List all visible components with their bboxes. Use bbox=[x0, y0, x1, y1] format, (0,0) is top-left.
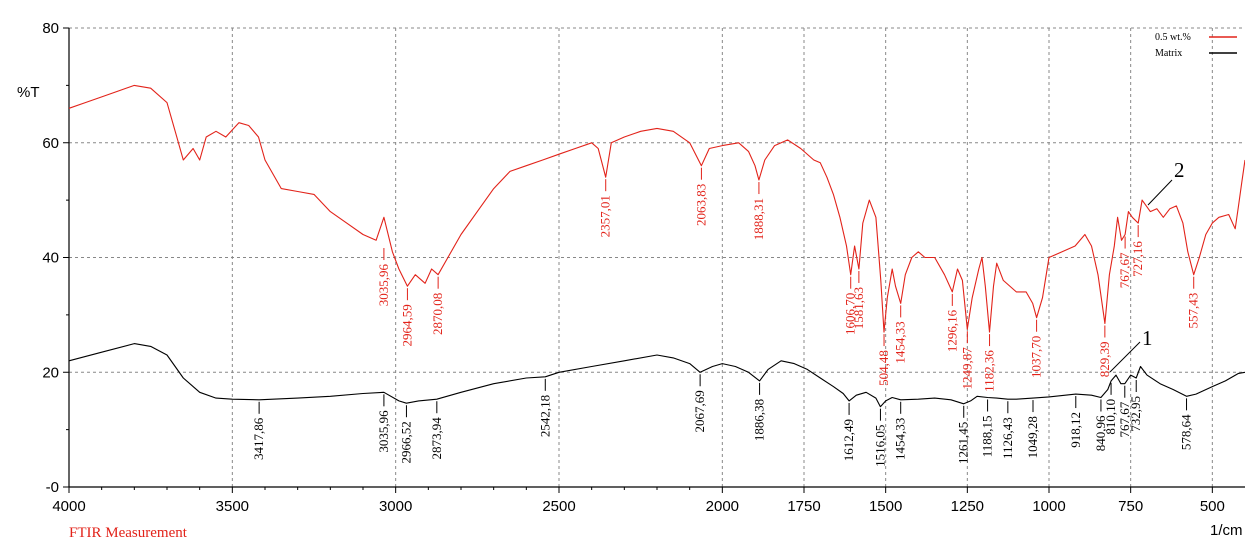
y-tick-label: 60 bbox=[42, 135, 59, 152]
legend-label-red: 0.5 wt.% bbox=[1155, 32, 1191, 43]
peak-label: 3035,96 bbox=[376, 264, 391, 307]
curve-number-1: 1 bbox=[1109, 326, 1153, 373]
peak-label: 829,39 bbox=[1097, 341, 1112, 377]
peak-label: 2873,94 bbox=[429, 417, 444, 460]
peak-label: 2063,83 bbox=[693, 184, 708, 226]
y-tick-label: -0 bbox=[46, 479, 59, 496]
peak-label: 1296,16 bbox=[944, 309, 959, 352]
peak-label: 1886,38 bbox=[752, 399, 767, 441]
series-line-red bbox=[68, 84, 1245, 333]
peak-label: 3035,96 bbox=[376, 410, 391, 453]
x-tick-label: 4000 bbox=[52, 498, 85, 515]
footer-label: FTIR Measurement bbox=[69, 525, 188, 540]
peak-label: 767,67 bbox=[1117, 252, 1132, 288]
y-tick-label: 20 bbox=[42, 364, 59, 381]
peak-label: 2964,59 bbox=[399, 304, 414, 346]
curve-number-2: 2 bbox=[1147, 158, 1185, 206]
peak-label: 1037,70 bbox=[1029, 336, 1044, 378]
x-tick-label: 2500 bbox=[542, 498, 575, 515]
peak-label: 1249,87 bbox=[959, 347, 974, 390]
peak-label: 2067,69 bbox=[692, 390, 707, 432]
x-tick-label: 1000 bbox=[1032, 498, 1065, 515]
x-tick-label: 3000 bbox=[379, 498, 412, 515]
series-layer bbox=[68, 84, 1245, 408]
peak-label: 578,64 bbox=[1179, 414, 1194, 450]
peak-label: 732,95 bbox=[1128, 396, 1143, 432]
peak-label: 918,12 bbox=[1068, 412, 1083, 448]
legend: 0.5 wt.% Matrix bbox=[1155, 32, 1237, 59]
peak-label: 2542,18 bbox=[537, 395, 552, 437]
peak-label: 1182,36 bbox=[982, 350, 997, 392]
axes: 4000 3500 3000 2500 2000 1750 1500 1250 1000 750 5… bbox=[42, 20, 1245, 515]
x-tick-label: 1500 bbox=[869, 498, 902, 515]
x-tick-label: 2000 bbox=[706, 498, 739, 515]
curve-2-leader bbox=[1147, 179, 1173, 206]
peak-label: 1581,63 bbox=[851, 287, 866, 329]
x-tick-label: 1750 bbox=[787, 498, 820, 515]
x-tick-label: 750 bbox=[1118, 498, 1143, 515]
peak-label: 2870,08 bbox=[430, 293, 445, 335]
curve-1-number: 1 bbox=[1142, 326, 1153, 350]
legend-label-black: Matrix bbox=[1155, 48, 1182, 59]
y-axis-label: %T bbox=[17, 84, 40, 101]
peak-label: 2357,01 bbox=[598, 195, 613, 237]
y-tick-label: 40 bbox=[42, 250, 59, 267]
peak-label: 1261,45 bbox=[956, 422, 971, 464]
peak-label: 3417,86 bbox=[251, 417, 266, 460]
peak-label: 810,10 bbox=[1103, 399, 1118, 435]
peak-label: 727,16 bbox=[1130, 241, 1145, 277]
y-tick-label: 80 bbox=[42, 20, 59, 37]
peak-label: 557,43 bbox=[1186, 293, 1201, 329]
peak-label: 1888,31 bbox=[751, 198, 766, 240]
peak-label: 1188,15 bbox=[980, 415, 995, 457]
peak-label: 1454,33 bbox=[893, 418, 908, 460]
peak-label: 1612,49 bbox=[841, 419, 856, 461]
peak-label: 840,96 bbox=[1093, 415, 1108, 451]
peak-label: 1126,43 bbox=[1000, 417, 1015, 459]
x-tick-label: 500 bbox=[1200, 498, 1225, 515]
x-tick-label: 1250 bbox=[951, 498, 984, 515]
curve-2-number: 2 bbox=[1174, 158, 1185, 182]
x-tick-label: 3500 bbox=[216, 498, 249, 515]
series-line-black bbox=[68, 343, 1245, 408]
peak-label: 2966,52 bbox=[398, 421, 413, 463]
peak-label: 1454,33 bbox=[893, 321, 908, 363]
x-unit-label: 1/cm bbox=[1210, 522, 1243, 539]
peak-label: 1606,70 bbox=[843, 293, 858, 335]
peak-labels: 3035,96 2964,59 2870,08 2357,01 2063,83 1888,… bbox=[251, 167, 1201, 467]
peak-label: 767,67 bbox=[1117, 401, 1132, 437]
curve-1-leader bbox=[1109, 341, 1141, 373]
peak-label: 504,48 bbox=[876, 350, 891, 386]
peak-label: 1049,28 bbox=[1025, 416, 1040, 458]
peak-label: 1516,05 bbox=[872, 425, 887, 467]
